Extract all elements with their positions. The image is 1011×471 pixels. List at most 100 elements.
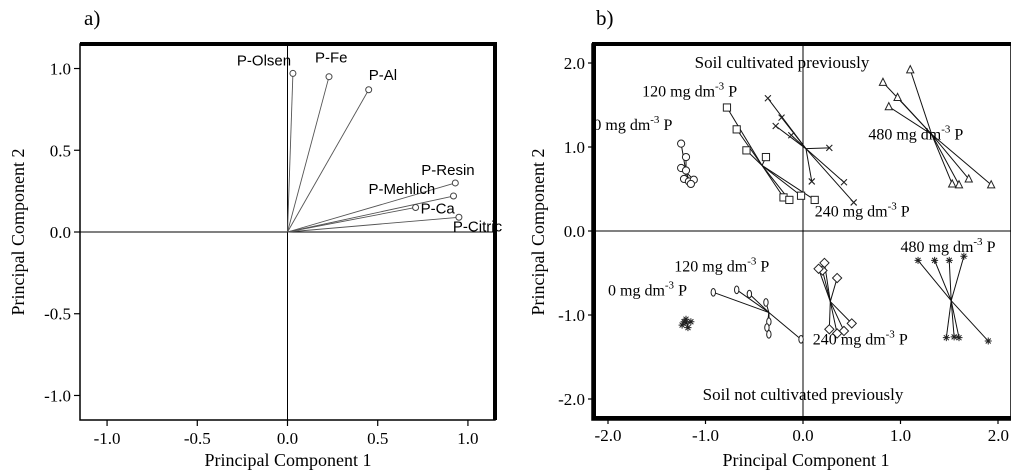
score-point [687, 318, 695, 326]
spider-line [829, 301, 845, 332]
treatment-group [878, 64, 996, 189]
loading-vector [287, 195, 454, 233]
score-point [825, 144, 833, 152]
panel-b-xtick-label: 0.0 [792, 426, 813, 445]
panel-a-xlabel: Principal Component 1 [205, 450, 372, 470]
panel-a-ytick-label: -0.5 [44, 305, 71, 324]
loading-vector [287, 89, 370, 233]
panel-b-xlabel: Principal Component 1 [723, 450, 890, 470]
spider-line [736, 289, 770, 313]
score-point [710, 288, 716, 297]
group-label: 480 mg dm-3 P [901, 236, 996, 256]
score-point [778, 114, 785, 121]
spider-line [950, 300, 960, 338]
score-point [838, 325, 850, 337]
spider-line [931, 134, 992, 186]
spider-line [945, 300, 952, 338]
score-point [950, 333, 958, 341]
spider-line [768, 312, 802, 340]
loading-vector [287, 216, 459, 233]
score-point [681, 166, 691, 175]
treatment-group [914, 252, 992, 345]
loading-point [451, 179, 459, 187]
score-point [772, 122, 780, 130]
score-point [796, 191, 806, 200]
score-point [945, 256, 953, 264]
score-point [986, 179, 996, 189]
panel-a: a) -1.0 -0.5 0.0 0.5 1.0 -1.0 -0.5 0.0 0.5 1.0 P-… [8, 6, 503, 470]
treatment-group [678, 315, 695, 332]
treatment-group [764, 94, 858, 206]
score-point [681, 152, 691, 162]
spider-line [950, 256, 965, 301]
panel-b-group-labels: 0 mg dm-3 P 120 mg dm-3 P 240 mg dm-3 P 480… [593, 81, 995, 349]
loading-label: P-Ca [421, 200, 456, 217]
score-point [914, 256, 922, 264]
panel-b-ylabel: Principal Component 2 [528, 149, 548, 316]
score-point [947, 178, 957, 188]
spider-line [805, 147, 830, 150]
loading-label: P-Mehlich [369, 181, 436, 198]
panel-b-ytick-label: 1.0 [564, 138, 585, 157]
score-point [684, 324, 692, 332]
treatment-group [813, 257, 858, 339]
score-point [686, 179, 695, 189]
panel-b-annotation-bottom: Soil not cultivated previously [703, 385, 904, 404]
spider-line [950, 300, 955, 337]
spider-line [822, 270, 831, 302]
spider-line [829, 301, 838, 334]
loading-label: P-Al [369, 67, 397, 84]
score-point [893, 92, 902, 102]
treatment-group [722, 103, 819, 205]
group-label: 0 mg dm-3 P [608, 280, 687, 300]
score-point [905, 64, 915, 74]
panel-a-ytick-label: 0.5 [50, 141, 71, 160]
score-point [813, 263, 824, 275]
score-point [840, 178, 848, 186]
panel-b-ticks: -2.0 -1.0 0.0 1.0 2.0 -2.0 -1.0 0.0 1.0 2.0 [558, 54, 1009, 445]
panel-a-ylabel: Principal Component 2 [8, 149, 28, 316]
score-point [734, 285, 740, 295]
score-point [824, 323, 835, 335]
group-label: 480 mg dm-3 P [868, 123, 963, 143]
score-point [722, 103, 732, 112]
loading-label: P-Olsen [237, 52, 291, 69]
loading-label: P-Citric [453, 218, 503, 235]
score-point [964, 173, 974, 183]
panel-a-xtick-label: 1.0 [457, 429, 478, 448]
panel-a-xtick-label: 0.5 [367, 429, 388, 448]
score-point [808, 178, 816, 185]
spider-line [775, 125, 807, 150]
spider-line [761, 165, 802, 197]
spider-line [909, 69, 933, 135]
score-point [819, 257, 830, 269]
loading-point [412, 203, 420, 211]
treatment-group [710, 285, 804, 344]
panel-b-xtick-label: 1.0 [890, 426, 911, 445]
spider-line [713, 291, 770, 313]
group-label: 120 mg dm-3 P [674, 255, 769, 275]
spider-line [917, 260, 952, 302]
group-label: 0 mg dm-3 P [593, 114, 672, 134]
score-point [785, 195, 794, 205]
panel-b: b) -2.0 -1.0 0.0 1.0 2.0 -2.0 -1.0 0.0 1.0 2.0 0 … [528, 6, 1011, 470]
score-point [798, 335, 804, 344]
panel-a-xtick-label: 0.0 [277, 429, 298, 448]
spider-line [829, 301, 853, 324]
score-point [884, 101, 894, 111]
spider-line [888, 106, 932, 135]
score-point [954, 179, 964, 189]
score-point [677, 139, 686, 148]
panel-b-ytick-label: -2.0 [558, 390, 585, 409]
loading-point [365, 86, 373, 94]
loading-point [289, 69, 297, 77]
spider-line [767, 97, 807, 149]
panel-b-zero-axes [594, 44, 1011, 418]
score-point [960, 252, 968, 260]
loading-vector [287, 76, 330, 233]
score-point [846, 318, 858, 329]
loading-vector [287, 73, 294, 233]
loading-vector [287, 182, 456, 233]
panel-a-ticks: -1.0 -0.5 0.0 0.5 1.0 -1.0 -0.5 0.0 0.5 1.0 [44, 60, 478, 448]
